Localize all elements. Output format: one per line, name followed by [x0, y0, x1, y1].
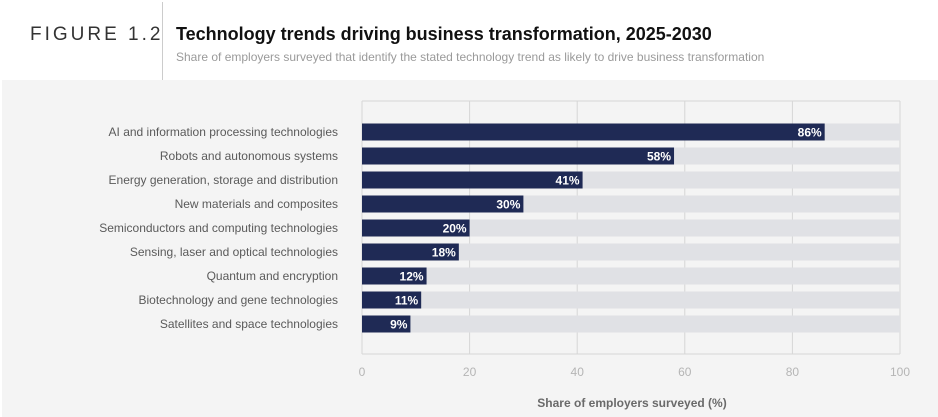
bar — [362, 291, 422, 309]
x-tick-label: 60 — [678, 365, 692, 379]
bar-track — [362, 315, 900, 333]
bar — [362, 315, 411, 333]
bar — [362, 219, 470, 237]
value-label: 11% — [395, 294, 419, 308]
bars — [362, 123, 825, 333]
value-label: 18% — [432, 246, 456, 260]
bar-track — [362, 243, 900, 261]
category-label: Quantum and encryption — [207, 269, 338, 283]
x-tick-label: 20 — [463, 365, 477, 379]
value-label: 30% — [496, 198, 520, 212]
x-tick-label: 0 — [359, 365, 366, 379]
x-axis-title: Share of employers surveyed (%) — [537, 396, 726, 410]
category-label: Energy generation, storage and distribut… — [109, 173, 338, 187]
bar — [362, 147, 675, 165]
value-labels: 86% 58% 41% 30% 20% 18% 12% 11% 9% — [390, 126, 822, 332]
value-label: 41% — [556, 174, 580, 188]
bar-track — [362, 291, 900, 309]
value-label: 12% — [400, 270, 424, 284]
category-label: AI and information processing technologi… — [109, 125, 338, 139]
value-label: 9% — [390, 318, 408, 332]
bar — [362, 243, 459, 261]
value-label: 86% — [798, 126, 822, 140]
value-label: 58% — [647, 150, 671, 164]
header-divider — [162, 2, 163, 80]
category-label: Semiconductors and computing technologie… — [99, 221, 338, 235]
x-axis-ticks: 0 20 40 60 80 100 — [359, 365, 911, 379]
x-tick-label: 100 — [890, 365, 910, 379]
x-tick-label: 80 — [786, 365, 800, 379]
category-label: Biotechnology and gene technologies — [139, 293, 339, 307]
bar-track — [362, 219, 900, 237]
bar — [362, 195, 524, 213]
category-label: Sensing, laser and optical technologies — [130, 245, 338, 259]
category-labels: AI and information processing technologi… — [99, 125, 338, 331]
figure-header: FIGURE 1.2 Technology trends driving bus… — [0, 0, 938, 80]
bar — [362, 171, 583, 189]
category-label: New materials and composites — [175, 197, 338, 211]
chart-subtitle: Share of employers surveyed that identif… — [176, 50, 765, 64]
bar — [362, 267, 427, 285]
figure-number: FIGURE 1.2 — [30, 24, 164, 45]
x-tick-label: 40 — [571, 365, 585, 379]
value-label: 20% — [443, 222, 467, 236]
bar-track — [362, 267, 900, 285]
category-label: Satellites and space technologies — [160, 317, 338, 331]
category-label: Robots and autonomous systems — [160, 149, 338, 163]
chart-title: Technology trends driving business trans… — [176, 24, 712, 44]
bar — [362, 123, 825, 141]
